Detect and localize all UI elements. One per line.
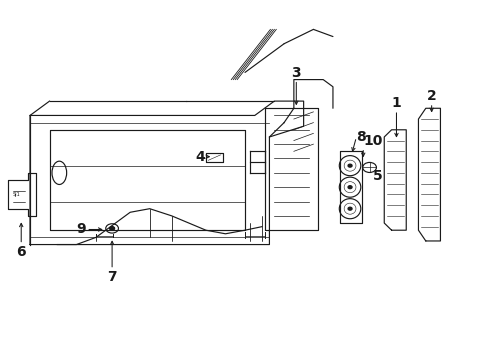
Text: 4: 4 [195,150,205,164]
Text: 5: 5 [373,170,383,183]
Circle shape [348,186,352,189]
Circle shape [348,207,352,210]
Circle shape [348,164,352,167]
Circle shape [110,226,115,230]
Text: 10: 10 [363,134,383,148]
Text: 1: 1 [392,96,401,110]
Text: 7: 7 [107,270,117,284]
Text: 8: 8 [356,130,366,144]
Text: 2: 2 [427,89,437,103]
Text: 9: 9 [76,222,86,237]
Text: SJ1: SJ1 [13,192,21,197]
Text: 6: 6 [16,244,26,258]
Text: 3: 3 [292,66,301,80]
